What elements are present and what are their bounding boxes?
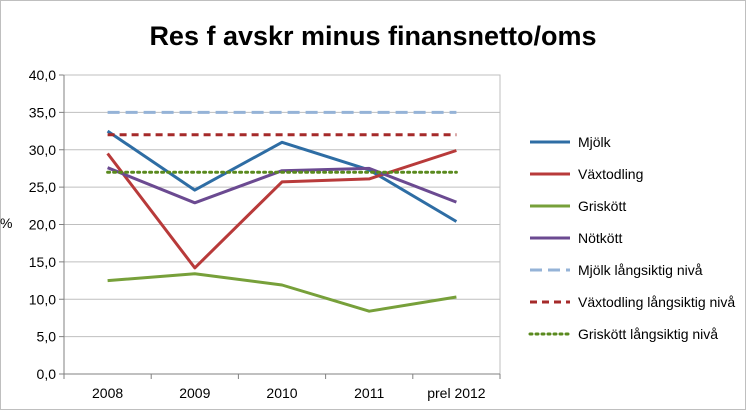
y-tick-labels: 0,0 5,0 10,0 15,0 20,0 25,0 30,0 35,0 40,0 <box>29 67 56 382</box>
series-lines <box>106 110 458 313</box>
y-tick-label: 0,0 <box>37 366 57 382</box>
y-tick-label: 20,0 <box>29 217 56 233</box>
y-tick-label: 10,0 <box>29 291 56 307</box>
x-tick-label: 2011 <box>354 385 384 401</box>
legend-label: Växtodling <box>578 166 643 182</box>
x-tick-label: 2009 <box>179 385 210 401</box>
x-tick-label: 2010 <box>266 385 297 401</box>
legend-label: Mjölk långsiktig nivå <box>578 262 703 278</box>
series-line-3 <box>107 272 457 313</box>
gridlines <box>59 74 501 375</box>
legend-label: Växtodling långsiktig nivå <box>578 294 735 310</box>
y-tick-label: 5,0 <box>37 329 57 345</box>
legend-label: Nötkött <box>578 230 622 246</box>
series-line-1 <box>106 129 458 223</box>
y-tick-label: 35,0 <box>29 104 56 120</box>
chart-title: Res f avskr minus finansnetto/oms <box>149 21 596 51</box>
y-tick-label: 15,0 <box>29 254 56 270</box>
series-line-2 <box>106 149 457 270</box>
x-tick-labels: 2008 2009 2010 2011 prel 2012 <box>63 374 501 401</box>
legend-label: Griskött <box>578 198 626 214</box>
legend-label: Mjölk <box>578 134 612 150</box>
legend: Mjölk Växtodling Griskött Nötkött Mjölk lång… <box>528 134 735 342</box>
chart-frame <box>0 0 746 410</box>
y-tick-label: 40,0 <box>29 67 56 83</box>
x-tick-label: prel 2012 <box>427 385 486 401</box>
y-tick-label: 25,0 <box>29 179 56 195</box>
y-axis-label: % <box>0 215 12 231</box>
legend-label: Griskött långsiktig nivå <box>578 326 718 342</box>
x-tick-label: 2008 <box>92 385 123 401</box>
y-tick-label: 30,0 <box>29 142 56 158</box>
